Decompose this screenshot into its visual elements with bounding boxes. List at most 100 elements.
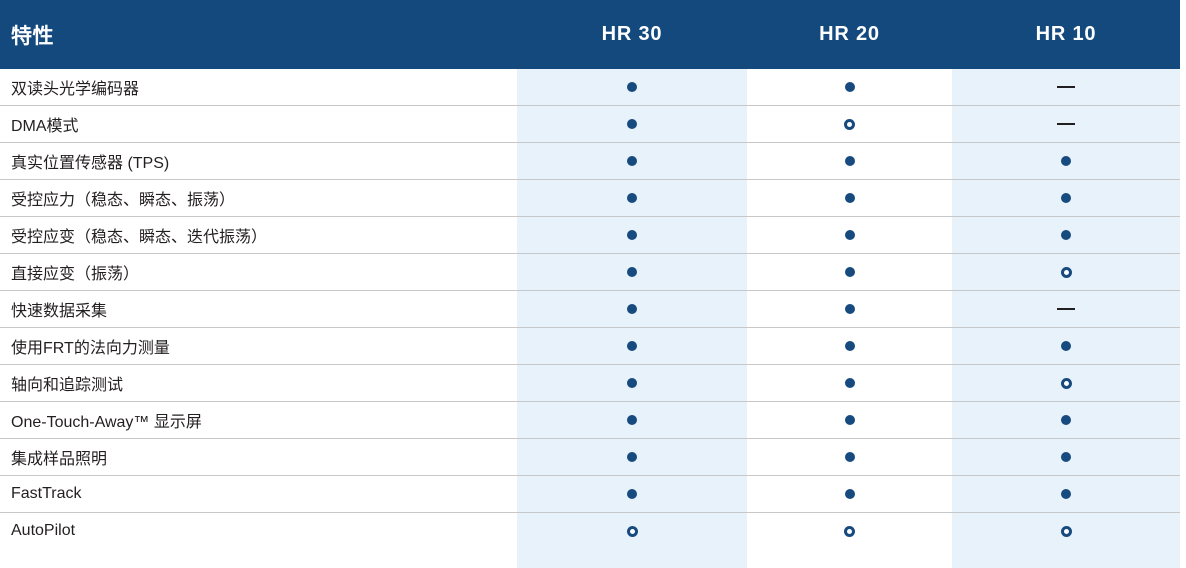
open-circle-marker xyxy=(844,525,855,537)
filled-dot-marker xyxy=(1061,415,1071,425)
dash-marker xyxy=(1057,308,1075,310)
feature-label: 受控应力（稳态、瞬态、振荡） xyxy=(11,192,236,209)
filled-dot-marker xyxy=(844,267,855,277)
dash-marker xyxy=(1057,123,1075,125)
filled-dot-marker xyxy=(627,378,637,388)
open-circle-marker xyxy=(844,118,855,130)
filled-dot-marker xyxy=(844,82,855,92)
filled-dot-marker xyxy=(627,415,637,425)
value-cell-hr20 xyxy=(747,69,952,105)
value-cell-hr10 xyxy=(952,291,1180,327)
value-cell-hr10 xyxy=(952,69,1180,105)
table-row: 轴向和追踪测试 xyxy=(0,365,1180,402)
filled-dot-marker xyxy=(627,119,637,129)
footer-spacer-hr20 xyxy=(747,549,952,568)
value-cell-hr20 xyxy=(747,513,952,549)
table-row: 直接应变（振荡） xyxy=(0,254,1180,291)
table-row: One-Touch-Away™ 显示屏 xyxy=(0,402,1180,439)
value-cell-hr10 xyxy=(952,328,1180,364)
value-cell-hr20 xyxy=(747,365,952,401)
filled-dot-marker xyxy=(844,452,855,462)
open-circle-marker xyxy=(626,525,638,537)
value-cell-hr20 xyxy=(747,328,952,364)
filled-dot-marker xyxy=(844,489,855,499)
table-row: DMA模式 xyxy=(0,106,1180,143)
feature-label: 使用FRT的法向力测量 xyxy=(11,340,170,357)
table-header: 特性 HR 30 HR 20 HR 10 xyxy=(0,0,1180,69)
value-cell-hr30 xyxy=(517,106,747,142)
filled-dot-marker xyxy=(1061,230,1071,240)
value-cell-hr20 xyxy=(747,291,952,327)
filled-dot-marker xyxy=(627,82,637,92)
value-cell-hr10 xyxy=(952,254,1180,290)
filled-dot-marker xyxy=(627,230,637,240)
feature-label: 快速数据采集 xyxy=(11,303,108,320)
value-cell-hr30 xyxy=(517,365,747,401)
value-cell-hr30 xyxy=(517,439,747,475)
value-cell-hr10 xyxy=(952,402,1180,438)
filled-dot-marker xyxy=(844,415,855,425)
value-cell-hr10 xyxy=(952,180,1180,216)
column-header-hr10: HR 10 xyxy=(1035,23,1097,45)
filled-dot-marker xyxy=(844,156,855,166)
filled-dot-marker xyxy=(844,341,855,351)
filled-dot-marker xyxy=(1061,341,1071,351)
value-cell-hr10 xyxy=(952,365,1180,401)
table-row: 受控应力（稳态、瞬态、振荡） xyxy=(0,180,1180,217)
value-cell-hr20 xyxy=(747,106,952,142)
value-cell-hr20 xyxy=(747,402,952,438)
value-cell-hr30 xyxy=(517,513,747,549)
value-cell-hr30 xyxy=(517,69,747,105)
table-row: 快速数据采集 xyxy=(0,291,1180,328)
filled-dot-marker xyxy=(1061,489,1071,499)
feature-label: AutoPilot xyxy=(11,522,76,539)
feature-label: 真实位置传感器 (TPS) xyxy=(11,155,170,172)
table-row: FastTrack xyxy=(0,476,1180,513)
table-row: AutoPilot xyxy=(0,513,1180,549)
footer-feature-spacer xyxy=(0,549,517,568)
value-cell-hr20 xyxy=(747,254,952,290)
column-header-hr20: HR 20 xyxy=(819,23,880,45)
feature-label: 集成样品照明 xyxy=(11,451,108,468)
column-header-hr30: HR 30 xyxy=(601,23,663,45)
open-circle-marker xyxy=(1060,377,1072,389)
filled-dot-marker xyxy=(627,489,637,499)
filled-dot-marker xyxy=(627,452,637,462)
value-cell-hr20 xyxy=(747,180,952,216)
feature-label: 直接应变（振荡） xyxy=(11,266,140,283)
feature-label: 轴向和追踪测试 xyxy=(11,377,124,394)
table-body: 双读头光学编码器 DMA模式 真实位置传感器 (TPS) 受控应力（稳态、瞬态、… xyxy=(0,69,1186,549)
feature-label: DMA模式 xyxy=(11,118,79,135)
value-cell-hr20 xyxy=(747,439,952,475)
feature-label: One-Touch-Away™ 显示屏 xyxy=(11,414,202,431)
filled-dot-marker xyxy=(844,304,855,314)
value-cell-hr30 xyxy=(517,402,747,438)
footer-band-hr10 xyxy=(952,549,1180,568)
value-cell-hr10 xyxy=(952,513,1180,549)
table-row: 双读头光学编码器 xyxy=(0,69,1180,106)
value-cell-hr10 xyxy=(952,439,1180,475)
filled-dot-marker xyxy=(844,193,855,203)
value-cell-hr30 xyxy=(517,328,747,364)
value-cell-hr20 xyxy=(747,217,952,253)
table-row: 使用FRT的法向力测量 xyxy=(0,328,1180,365)
table-row: 真实位置传感器 (TPS) xyxy=(0,143,1180,180)
value-cell-hr30 xyxy=(517,180,747,216)
filled-dot-marker xyxy=(627,267,637,277)
value-cell-hr30 xyxy=(517,476,747,512)
value-cell-hr10 xyxy=(952,106,1180,142)
feature-label: FastTrack xyxy=(11,485,82,502)
value-cell-hr30 xyxy=(517,217,747,253)
footer-band-hr30 xyxy=(517,549,747,568)
value-cell-hr30 xyxy=(517,291,747,327)
dash-marker xyxy=(1057,86,1075,88)
value-cell-hr10 xyxy=(952,143,1180,179)
filled-dot-marker xyxy=(844,230,855,240)
filled-dot-marker xyxy=(1061,452,1071,462)
table-row: 受控应变（稳态、瞬态、迭代振荡） xyxy=(0,217,1180,254)
filled-dot-marker xyxy=(627,193,637,203)
filled-dot-marker xyxy=(1061,156,1071,166)
open-circle-marker xyxy=(1060,266,1072,278)
value-cell-hr10 xyxy=(952,217,1180,253)
